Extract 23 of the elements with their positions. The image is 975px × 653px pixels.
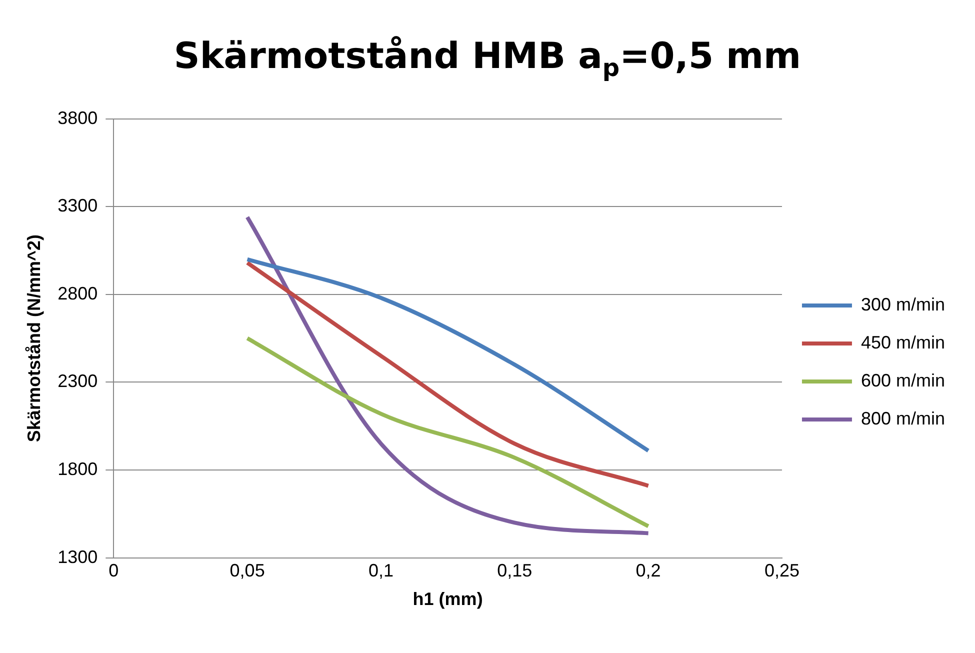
legend-label: 450 m/min — [860, 332, 946, 352]
line-series — [245, 257, 650, 453]
y-tick-label: 1300 — [58, 546, 98, 567]
y-axis-title: Skärmotstånd (N/mm^2) — [24, 234, 44, 442]
legend-label: 300 m/min — [860, 294, 946, 314]
line-series — [245, 260, 650, 488]
chart-title: Skärmotstånd HMB a$_{p}$=0,5 mm — [172, 36, 802, 82]
x-tick-label: 0,05 — [230, 560, 265, 581]
x-tick-label: 0 — [108, 560, 119, 581]
x-tick-label: 0,15 — [497, 560, 532, 581]
x-tick-label: 0,1 — [368, 560, 394, 581]
x-axis-title: h1 (mm) — [412, 589, 483, 610]
y-tick-label: 3800 — [58, 108, 98, 128]
y-tick-label: 2800 — [58, 283, 98, 304]
y-tick-label: 2300 — [58, 371, 98, 392]
legend-label: 800 m/min — [860, 408, 946, 428]
x-tick-label: 0,25 — [764, 560, 800, 581]
line-series — [245, 215, 650, 536]
y-tick-label: 3300 — [58, 196, 98, 216]
legend-label: 600 m/min — [860, 370, 946, 390]
x-tick-label: 0,2 — [636, 560, 661, 581]
line-series — [245, 336, 650, 528]
y-tick-label: 1800 — [58, 458, 98, 479]
